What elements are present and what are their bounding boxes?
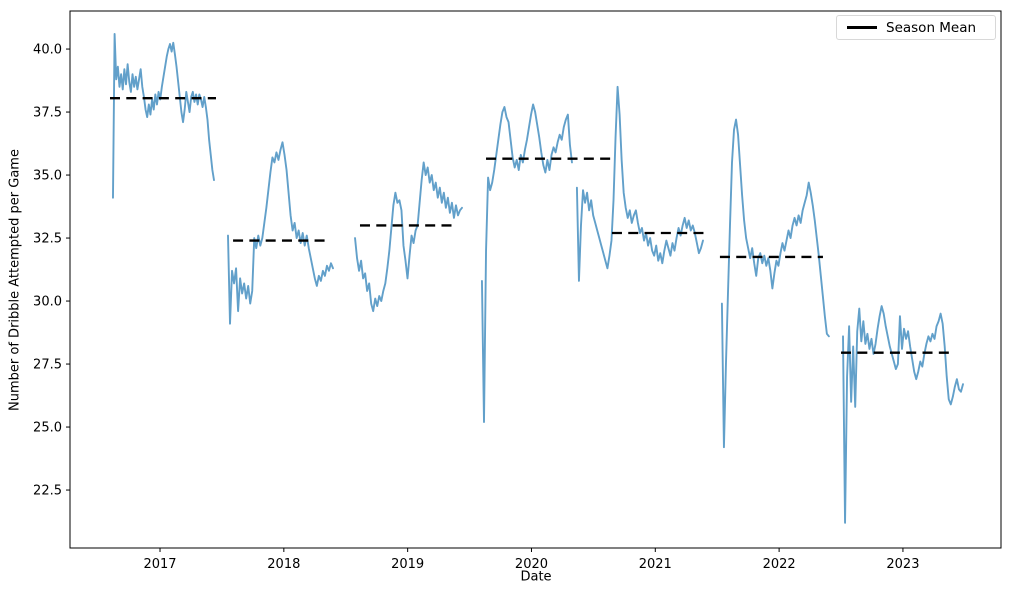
x-tick-label: 2017 [143, 557, 176, 572]
y-tick-label: 32.5 [33, 232, 62, 247]
x-tick-label: 2022 [763, 557, 796, 572]
x-tick-label: 2020 [515, 557, 548, 572]
legend-label: Season Mean [886, 19, 977, 36]
x-tick-label: 2021 [639, 557, 672, 572]
y-tick-label: 40.0 [33, 43, 62, 58]
y-tick-label: 25.0 [33, 421, 62, 436]
x-tick-label: 2018 [267, 557, 300, 572]
legend-line-sample [847, 26, 877, 29]
x-tick-label: 2023 [886, 557, 919, 572]
dribbles-per-game-line [575, 85, 704, 282]
y-tick-label: 35.0 [33, 169, 62, 184]
dribbles-per-game-line [842, 305, 964, 524]
x-tick-label: 2019 [391, 557, 424, 572]
y-tick-label: 22.5 [33, 484, 62, 499]
dribbles-per-game-line [112, 32, 215, 199]
y-tick-label: 30.0 [33, 295, 62, 310]
y-tick-label: 37.5 [33, 106, 62, 121]
dribbles-per-game-line [227, 141, 334, 325]
y-tick-label: 27.5 [33, 358, 62, 373]
y-axis-title: Number of Dribble Attempted per Game [7, 149, 23, 411]
legend: Season Mean [836, 15, 996, 40]
dribbles-per-game-line [481, 103, 573, 423]
x-axis-title: Date [520, 569, 552, 585]
dribbles-per-game-line [354, 161, 463, 313]
plot-border [69, 10, 1002, 549]
dribbles-per-game-line [720, 118, 830, 449]
